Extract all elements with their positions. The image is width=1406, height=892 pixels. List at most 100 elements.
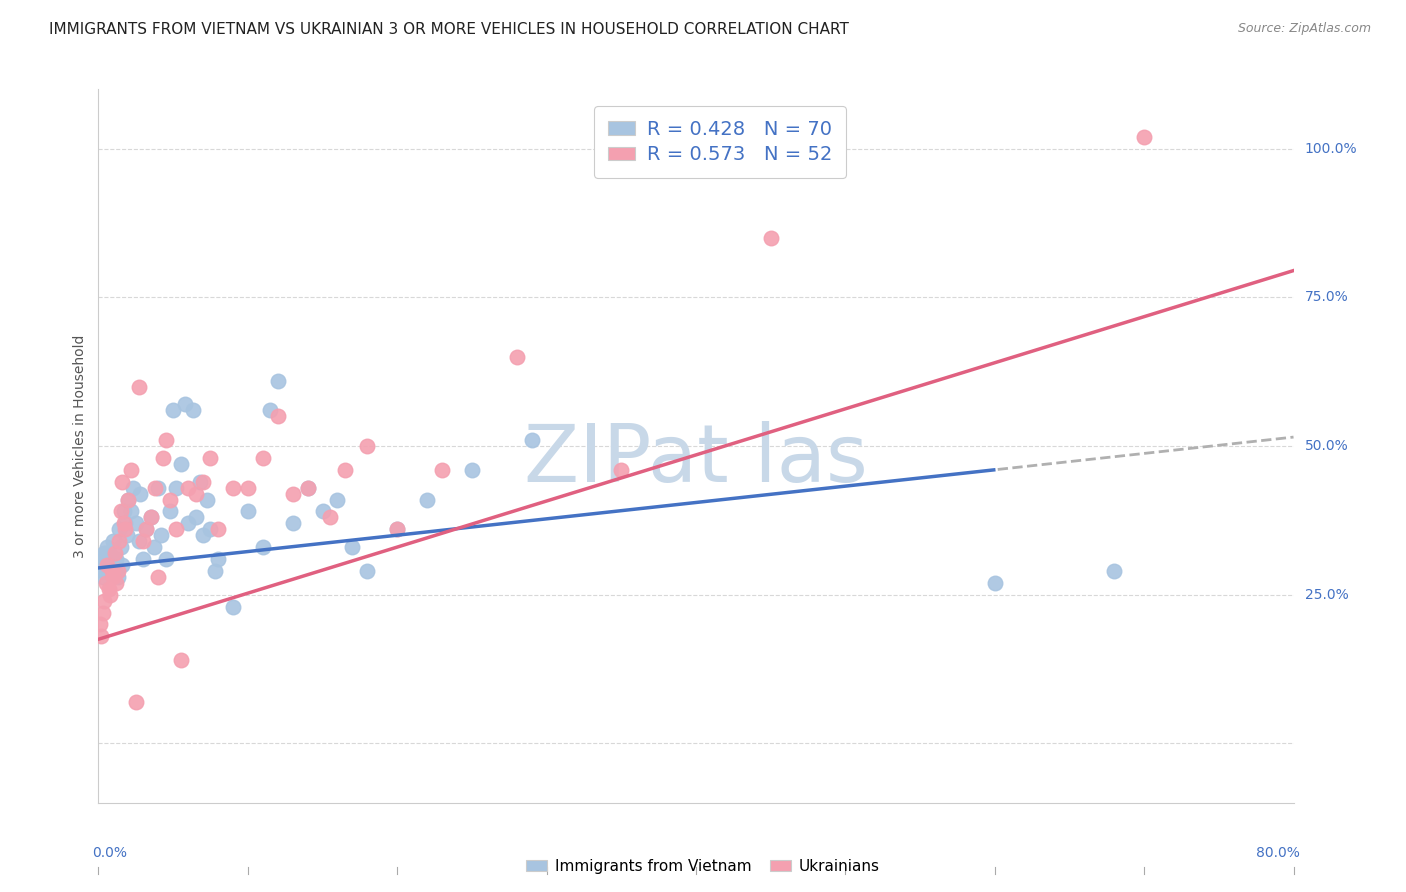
Point [98,588,122,602]
Point [97,582,120,596]
Point [101,564,124,578]
Point [159,504,181,518]
Point [107,570,129,584]
Text: 75.0%: 75.0% [1305,290,1348,304]
Point [356,439,378,453]
Point [174,397,197,411]
Point [114,522,136,536]
Point [297,481,319,495]
Text: 50.0%: 50.0% [1305,439,1348,453]
Point [142,540,165,554]
Text: 100.0%: 100.0% [1305,142,1357,156]
Point [94,575,117,590]
Point [94,558,117,572]
Legend: R = 0.428   N = 70, R = 0.573   N = 52: R = 0.428 N = 70, R = 0.573 N = 52 [595,106,845,178]
Point [204,564,226,578]
Point [177,516,200,531]
Point [121,481,143,495]
Point [89,617,111,632]
Point [91,606,114,620]
Point [356,564,378,578]
Point [177,481,200,495]
Point [267,409,290,424]
Point [169,653,191,667]
Point [984,575,1007,590]
Point [139,510,162,524]
Point [184,510,207,524]
Point [461,463,484,477]
Point [103,558,125,572]
Point [117,492,139,507]
Point [132,552,155,566]
Point [165,481,187,495]
Point [169,457,191,471]
Point [91,564,114,578]
Point [135,522,157,536]
Point [117,492,139,507]
Point [111,475,134,489]
Point [98,558,122,572]
Point [252,450,274,465]
Point [333,463,356,477]
Point [94,546,117,560]
Point [184,486,207,500]
Point [110,540,132,554]
Point [108,522,131,536]
Point [385,522,409,536]
Point [281,486,304,500]
Point [108,534,131,549]
Point [98,564,122,578]
Point [297,481,319,495]
Point [148,570,170,584]
Point [107,564,129,578]
Point [311,504,333,518]
Point [207,522,229,536]
Point [101,552,124,566]
Point [281,516,304,531]
Text: IMMIGRANTS FROM VIETNAM VS UKRAINIAN 3 OR MORE VEHICLES IN HOUSEHOLD CORRELATION: IMMIGRANTS FROM VIETNAM VS UKRAINIAN 3 O… [49,22,849,37]
Point [148,481,170,495]
Point [143,481,166,495]
Point [222,599,245,614]
Point [342,540,364,554]
Text: ZIPat las: ZIPat las [524,421,868,500]
Point [97,552,120,566]
Point [1104,564,1126,578]
Point [135,522,157,536]
Point [236,481,259,495]
Point [200,450,222,465]
Legend: Immigrants from Vietnam, Ukrainians: Immigrants from Vietnam, Ukrainians [520,853,886,880]
Point [506,350,529,364]
Point [430,463,453,477]
Point [181,403,204,417]
Point [259,403,281,417]
Point [191,475,214,489]
Point [96,564,118,578]
Point [150,528,173,542]
Text: 80.0%: 80.0% [1256,846,1299,860]
Text: 0.0%: 0.0% [93,846,128,860]
Point [93,593,115,607]
Point [105,552,128,566]
Point [200,522,222,536]
Point [139,510,162,524]
Point [104,564,127,578]
Point [97,546,120,560]
Point [103,570,125,584]
Point [416,492,439,507]
Point [89,558,111,572]
Point [152,450,174,465]
Point [207,552,229,566]
Point [120,463,142,477]
Point [759,231,782,245]
Point [96,540,118,554]
Point [520,433,543,447]
Text: Source: ZipAtlas.com: Source: ZipAtlas.com [1237,22,1371,36]
Point [326,492,349,507]
Point [162,403,184,417]
Point [110,504,132,518]
Point [103,534,125,549]
Point [112,504,135,518]
Point [114,516,136,531]
Point [165,522,187,536]
